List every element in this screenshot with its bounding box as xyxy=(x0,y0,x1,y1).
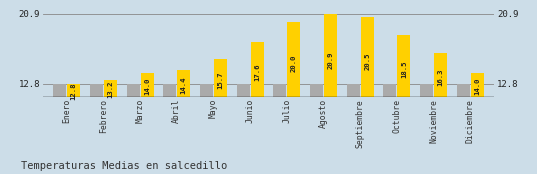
Text: 16.3: 16.3 xyxy=(438,69,444,86)
Bar xyxy=(347,84,360,97)
Text: 20.5: 20.5 xyxy=(364,53,370,70)
Text: 17.6: 17.6 xyxy=(254,64,260,81)
Bar xyxy=(383,84,396,97)
Bar xyxy=(273,84,286,97)
Bar xyxy=(53,84,66,97)
Bar xyxy=(287,22,300,97)
Bar xyxy=(104,80,117,97)
Bar xyxy=(420,84,433,97)
Text: 18.5: 18.5 xyxy=(401,60,407,78)
Bar xyxy=(324,14,337,97)
Bar xyxy=(127,84,140,97)
Text: Temperaturas Medias en salcedillo: Temperaturas Medias en salcedillo xyxy=(21,161,228,171)
Bar xyxy=(177,70,190,97)
Bar xyxy=(471,73,484,97)
Bar xyxy=(397,34,410,97)
Text: 14.4: 14.4 xyxy=(181,76,187,94)
Bar xyxy=(200,84,213,97)
Bar xyxy=(67,84,80,97)
Text: 12.8: 12.8 xyxy=(71,82,77,100)
Bar xyxy=(237,84,250,97)
Text: 13.2: 13.2 xyxy=(107,81,113,98)
Text: 14.0: 14.0 xyxy=(144,78,150,95)
Bar xyxy=(457,84,470,97)
Bar xyxy=(141,73,154,97)
Bar xyxy=(251,42,264,97)
Text: 14.0: 14.0 xyxy=(474,78,480,95)
Text: 15.7: 15.7 xyxy=(217,71,223,89)
Bar xyxy=(163,84,176,97)
Bar xyxy=(434,53,447,97)
Bar xyxy=(361,17,374,97)
Bar xyxy=(90,84,103,97)
Text: 20.0: 20.0 xyxy=(291,55,297,72)
Bar xyxy=(214,59,227,97)
Bar xyxy=(310,84,323,97)
Text: 20.9: 20.9 xyxy=(328,51,333,69)
